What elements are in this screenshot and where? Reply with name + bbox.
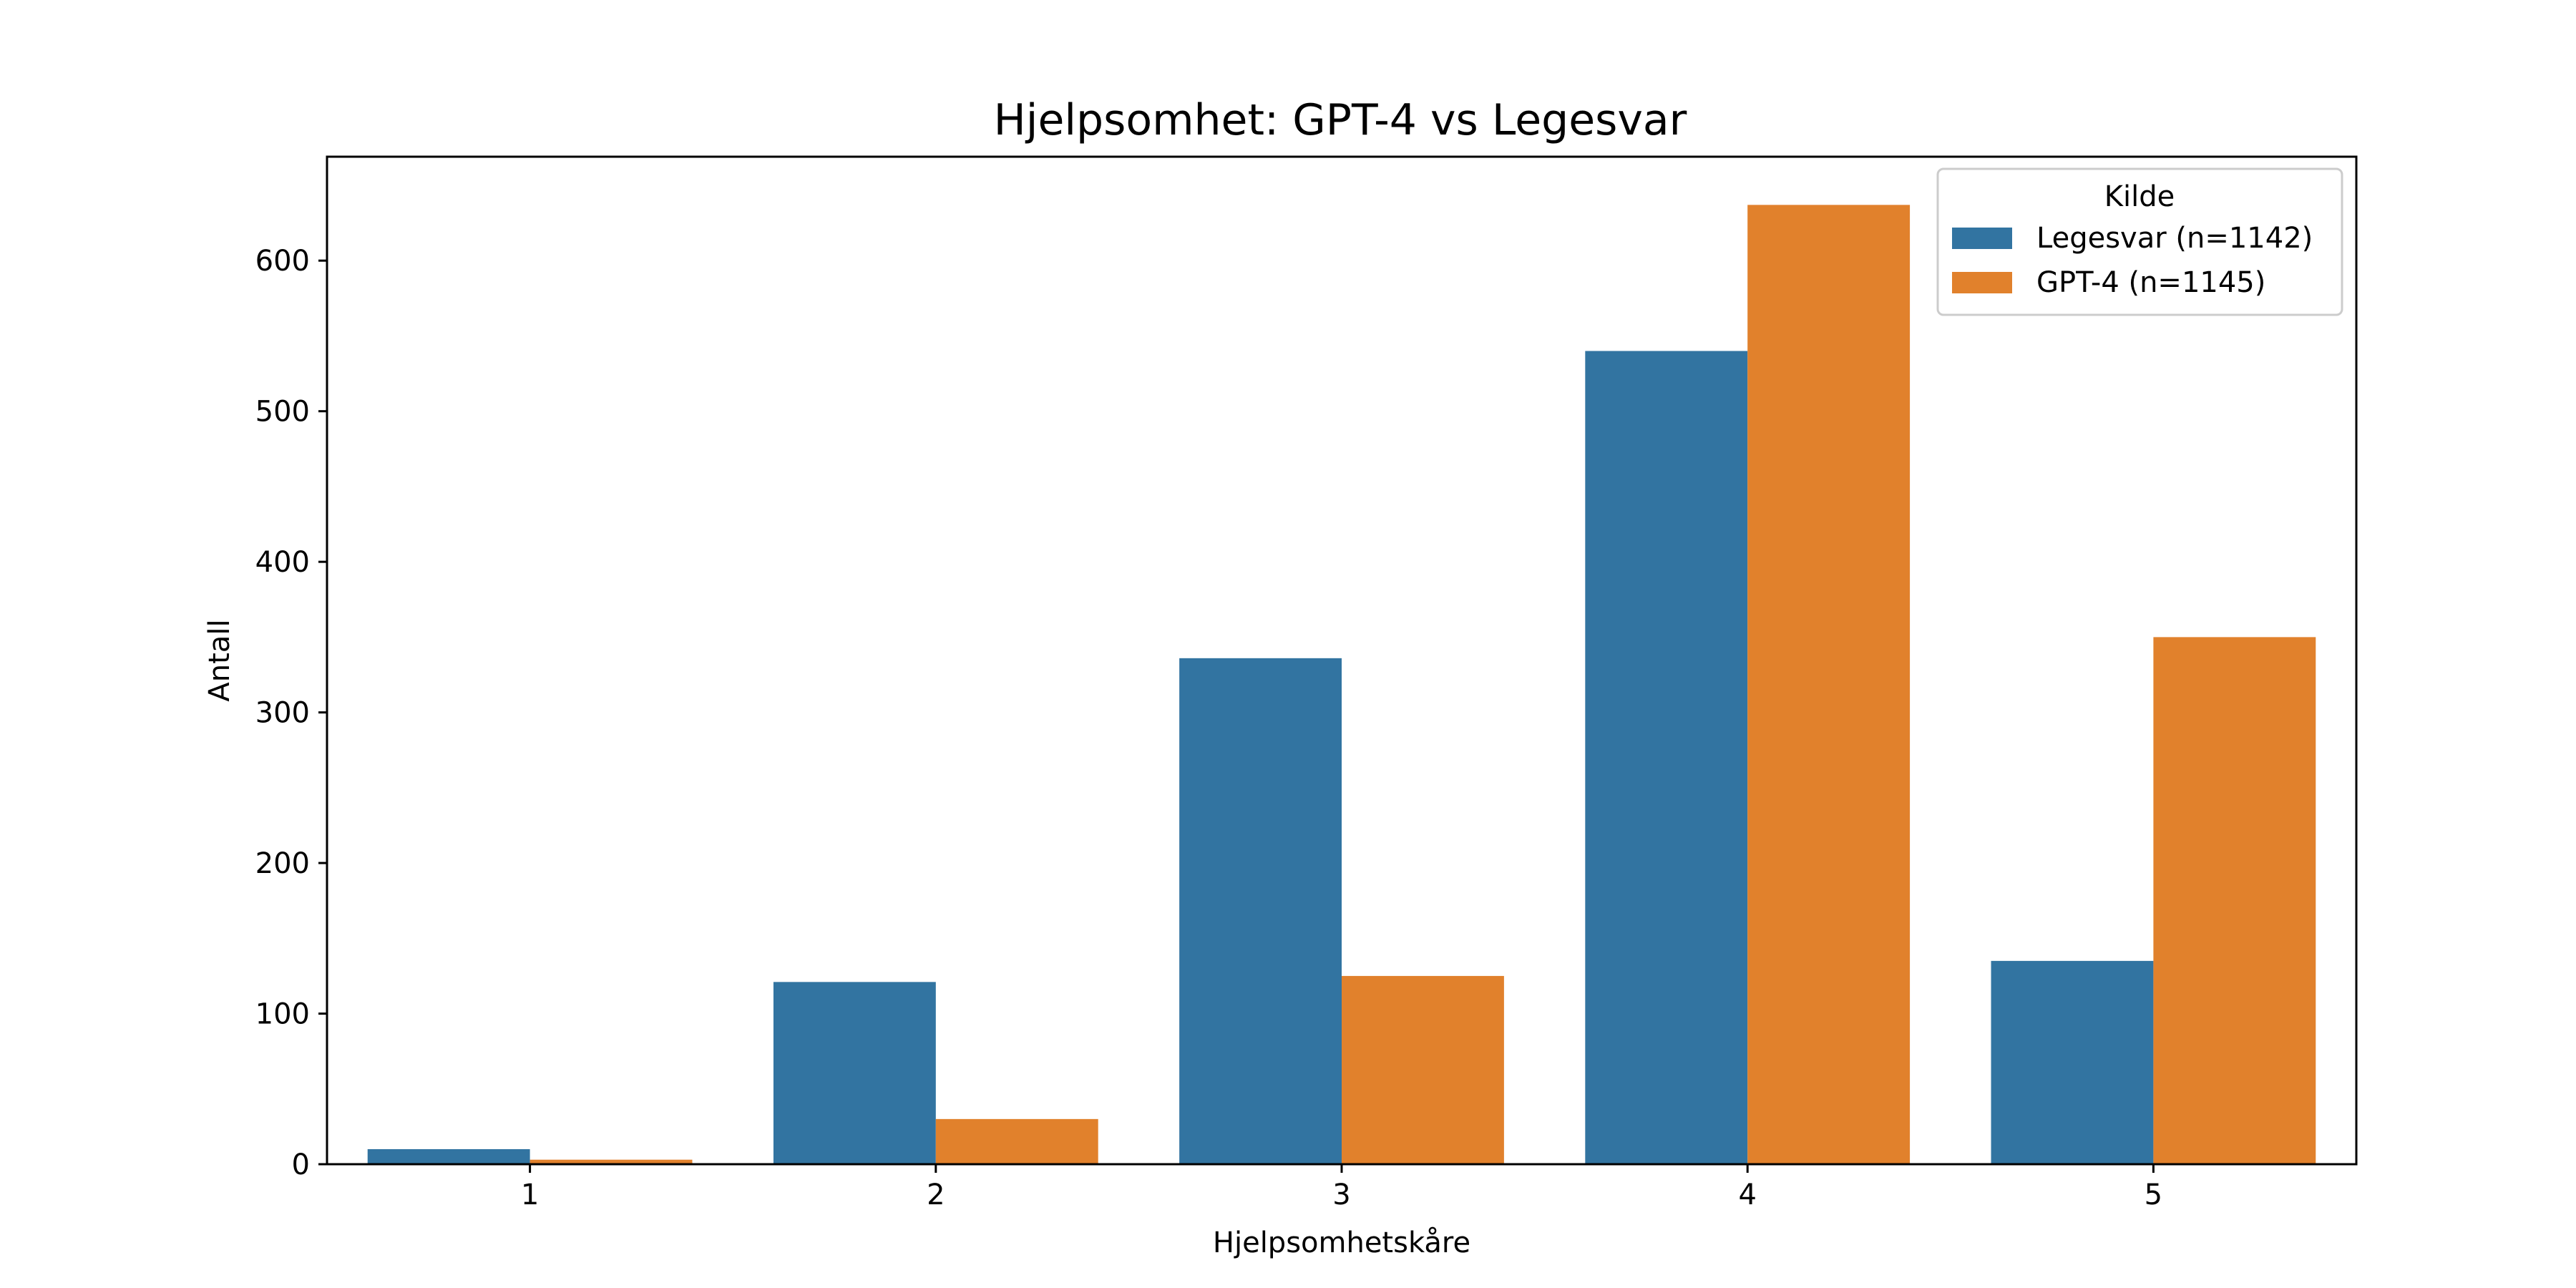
- bar-legesvar-5: [1991, 960, 2154, 1164]
- bar-gpt4-4: [1747, 205, 1911, 1164]
- y-tick-label: 0: [292, 1148, 310, 1181]
- y-axis-label: Antall: [203, 619, 236, 701]
- y-axis-ticks: 0 100 200 300 400 500 600: [255, 245, 327, 1181]
- legend-label-legesvar: Legesvar (n=1142): [2036, 222, 2313, 255]
- x-tick-label: 3: [1332, 1179, 1350, 1211]
- x-axis-ticks: 1 2 3 4 5: [521, 1164, 2162, 1211]
- bar-gpt4-2: [935, 1118, 1098, 1164]
- legend-swatch-legesvar: [1952, 228, 2012, 249]
- x-tick-label: 1: [521, 1179, 539, 1211]
- bar-legesvar-4: [1585, 351, 1748, 1164]
- y-tick-label: 600: [255, 245, 310, 278]
- bar-legesvar-3: [1179, 658, 1342, 1164]
- bar-gpt4-5: [2153, 637, 2316, 1164]
- chart-title: Hjelpsomhet: GPT-4 vs Legesvar: [994, 95, 1687, 145]
- bar-gpt4-1: [530, 1159, 693, 1164]
- y-tick-label: 300: [255, 697, 310, 730]
- y-tick-label: 200: [255, 847, 310, 880]
- legend-swatch-gpt4: [1952, 272, 2012, 293]
- x-axis-label: Hjelpsomhetskåre: [1213, 1226, 1470, 1259]
- bar-legesvar-2: [773, 982, 936, 1164]
- legend-items: Legesvar (n=1142) GPT-4 (n=1145): [1952, 222, 2313, 299]
- x-tick-label: 2: [927, 1179, 945, 1211]
- y-tick-label: 500: [255, 396, 310, 429]
- legend-title: Kilde: [2104, 180, 2175, 213]
- legend-box: [1936, 167, 2343, 316]
- x-tick-label: 5: [2145, 1179, 2162, 1211]
- bar-gpt4-3: [1342, 975, 1504, 1164]
- x-tick-label: 4: [1738, 1179, 1756, 1211]
- legend-label-gpt4: GPT-4 (n=1145): [2036, 266, 2265, 299]
- bar-legesvar-1: [367, 1148, 530, 1164]
- legend: Kilde Legesvar (n=1142) GPT-4 (n=1145): [1936, 167, 2343, 316]
- bars-group: [367, 205, 2316, 1164]
- y-tick-label: 100: [255, 998, 310, 1031]
- y-tick-label: 400: [255, 546, 310, 579]
